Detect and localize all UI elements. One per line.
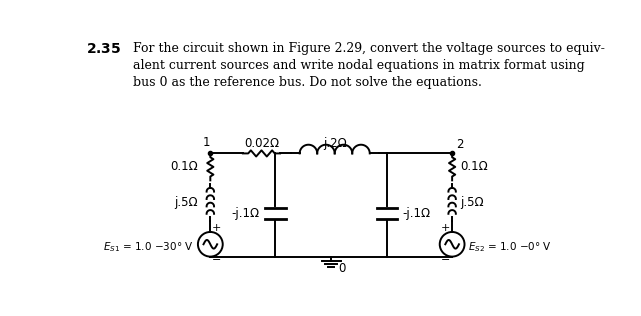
Text: $E_{S1}$ = 1.0 −30° V: $E_{S1}$ = 1.0 −30° V: [103, 240, 194, 254]
Text: 0: 0: [338, 262, 345, 275]
Text: 0.02Ω: 0.02Ω: [244, 137, 279, 150]
Text: -j.1Ω: -j.1Ω: [403, 207, 431, 220]
Text: −: −: [212, 255, 221, 265]
Text: $E_{S2}$ = 1.0 −0° V: $E_{S2}$ = 1.0 −0° V: [469, 240, 553, 254]
Text: 0.1Ω: 0.1Ω: [170, 161, 198, 173]
Text: −: −: [441, 255, 451, 265]
Text: For the circuit shown in Figure 2.29, convert the voltage sources to equiv-
alen: For the circuit shown in Figure 2.29, co…: [133, 42, 604, 89]
Text: 1: 1: [203, 136, 210, 149]
Text: 2: 2: [456, 138, 463, 151]
Text: $\mathbf{2.35}$: $\mathbf{2.35}$: [87, 42, 122, 56]
Text: +: +: [212, 223, 221, 233]
Text: j.5Ω: j.5Ω: [460, 196, 483, 209]
Text: +: +: [441, 223, 451, 233]
Text: j.2Ω: j.2Ω: [323, 137, 347, 150]
Text: j.5Ω: j.5Ω: [174, 196, 198, 209]
Text: -j.1Ω: -j.1Ω: [232, 207, 260, 220]
Text: 0.1Ω: 0.1Ω: [460, 161, 488, 173]
